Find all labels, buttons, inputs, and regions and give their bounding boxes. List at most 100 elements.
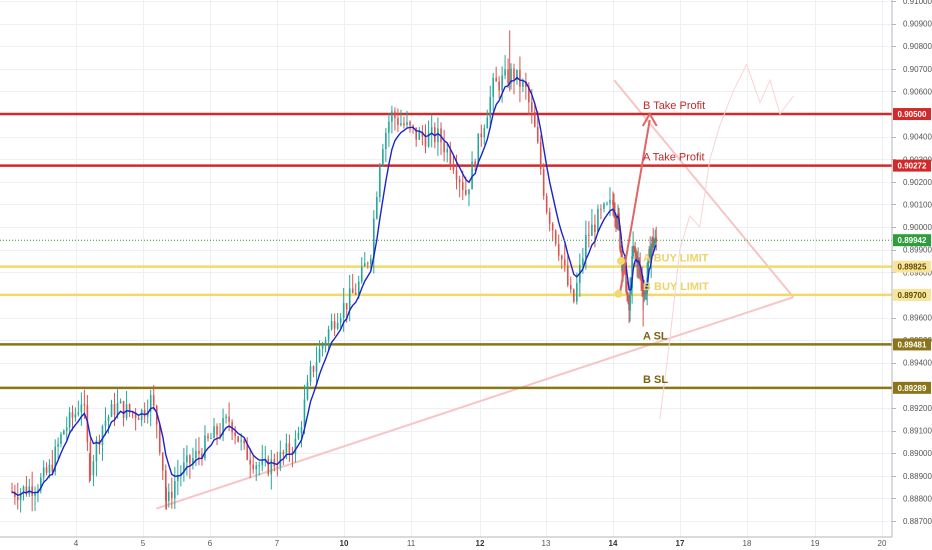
price-tick-label: 0.88900 xyxy=(903,472,932,481)
candle-body xyxy=(409,121,411,126)
candle-body xyxy=(406,121,408,126)
candle-body xyxy=(430,127,433,133)
candle-body xyxy=(573,289,575,302)
candle-body xyxy=(650,248,652,264)
candle-body xyxy=(626,291,628,295)
price-tick-label: 0.90200 xyxy=(903,178,932,187)
time-tick-label: 19 xyxy=(811,539,820,548)
time-tick-label: 18 xyxy=(743,539,752,548)
candle-body xyxy=(294,438,297,455)
time-tick-label: 17 xyxy=(676,539,685,548)
candle-body xyxy=(65,427,68,431)
moving-average-line xyxy=(11,76,657,496)
candle-body xyxy=(446,148,449,153)
price-levels[interactable] xyxy=(0,112,892,390)
candle-body xyxy=(51,464,54,472)
candle-body xyxy=(616,222,618,224)
projection-arrow[interactable] xyxy=(618,112,658,296)
candle-body xyxy=(492,77,494,97)
candle-body xyxy=(137,417,140,420)
candle-body xyxy=(418,132,421,140)
candle-body xyxy=(415,127,417,140)
candle-body xyxy=(542,168,545,196)
price-tick-label: 0.88800 xyxy=(903,494,932,503)
candle-body xyxy=(249,459,251,465)
candle-body xyxy=(34,493,36,496)
candle-body xyxy=(345,303,348,310)
candle-body xyxy=(309,366,312,382)
time-axis-ticks: 4 5 6 7 10 11 12 13 14 17 18 19 20 xyxy=(74,539,887,548)
candle-body xyxy=(452,164,455,171)
current-price-badge xyxy=(893,234,931,247)
candle-body xyxy=(204,435,206,459)
time-tick-label: 6 xyxy=(208,539,213,548)
time-tick-label: 20 xyxy=(878,539,887,548)
candle-body xyxy=(437,128,439,143)
candle-body xyxy=(632,246,634,257)
time-tick-label: 14 xyxy=(609,539,618,548)
candle-body xyxy=(519,69,521,87)
candle-body xyxy=(192,458,194,464)
candle-body xyxy=(421,132,424,137)
candle-body xyxy=(455,170,458,180)
candle-body xyxy=(486,117,489,129)
candle-body xyxy=(625,261,627,292)
candle-body xyxy=(152,395,155,406)
candle-body xyxy=(640,273,642,278)
candle-body xyxy=(576,283,578,302)
candle-body xyxy=(394,111,396,119)
candle-body xyxy=(89,442,92,476)
price-tick-label: 0.89600 xyxy=(903,314,932,323)
candle-body xyxy=(161,452,164,471)
candle-body xyxy=(222,418,224,435)
candle-body xyxy=(342,303,345,318)
candle-body xyxy=(627,294,629,302)
price-tick-label: 0.89100 xyxy=(903,427,932,436)
candle-body xyxy=(603,203,605,209)
price-tick-label: 0.89000 xyxy=(903,449,932,458)
price-badge-label: 0.90272 xyxy=(898,162,927,171)
candle-body xyxy=(513,68,515,80)
price-badge-label: 0.89700 xyxy=(898,291,927,300)
candle-body xyxy=(403,123,405,126)
candle-body xyxy=(379,165,381,198)
trendlines[interactable] xyxy=(156,79,795,510)
candle-body xyxy=(300,427,303,433)
price-badge xyxy=(893,108,931,121)
time-tick-label: 12 xyxy=(476,539,485,548)
candle-body xyxy=(273,459,276,467)
price-badge xyxy=(893,338,931,351)
candle-body xyxy=(551,223,554,231)
candle-body xyxy=(391,111,393,122)
candle-body xyxy=(594,224,596,232)
candle-body xyxy=(19,492,22,501)
candle-body xyxy=(655,237,658,243)
price-badge-label: 0.90500 xyxy=(898,110,927,119)
candle-body xyxy=(631,256,633,289)
candle-body xyxy=(71,412,74,418)
candle-body xyxy=(582,258,584,265)
candle-body xyxy=(525,81,527,87)
entry-markers xyxy=(614,257,626,298)
candle-body xyxy=(174,481,176,499)
candle-body xyxy=(282,451,285,454)
candle-body xyxy=(354,293,357,295)
candle-body xyxy=(312,366,315,372)
candle-body xyxy=(107,416,110,422)
candle-body xyxy=(261,459,264,466)
trendline xyxy=(613,79,795,298)
candle-body xyxy=(164,470,167,501)
candles xyxy=(11,30,658,513)
candle-body xyxy=(336,322,339,329)
candle-body xyxy=(644,291,646,293)
candle-body xyxy=(654,237,657,244)
candle-body xyxy=(528,86,530,103)
candle-body xyxy=(648,248,650,258)
candle-body xyxy=(315,361,318,372)
candle-body xyxy=(373,218,375,259)
candle-body xyxy=(531,102,533,112)
candle-body xyxy=(615,217,617,223)
candle-body xyxy=(588,234,590,236)
time-tick-label: 10 xyxy=(340,539,349,548)
